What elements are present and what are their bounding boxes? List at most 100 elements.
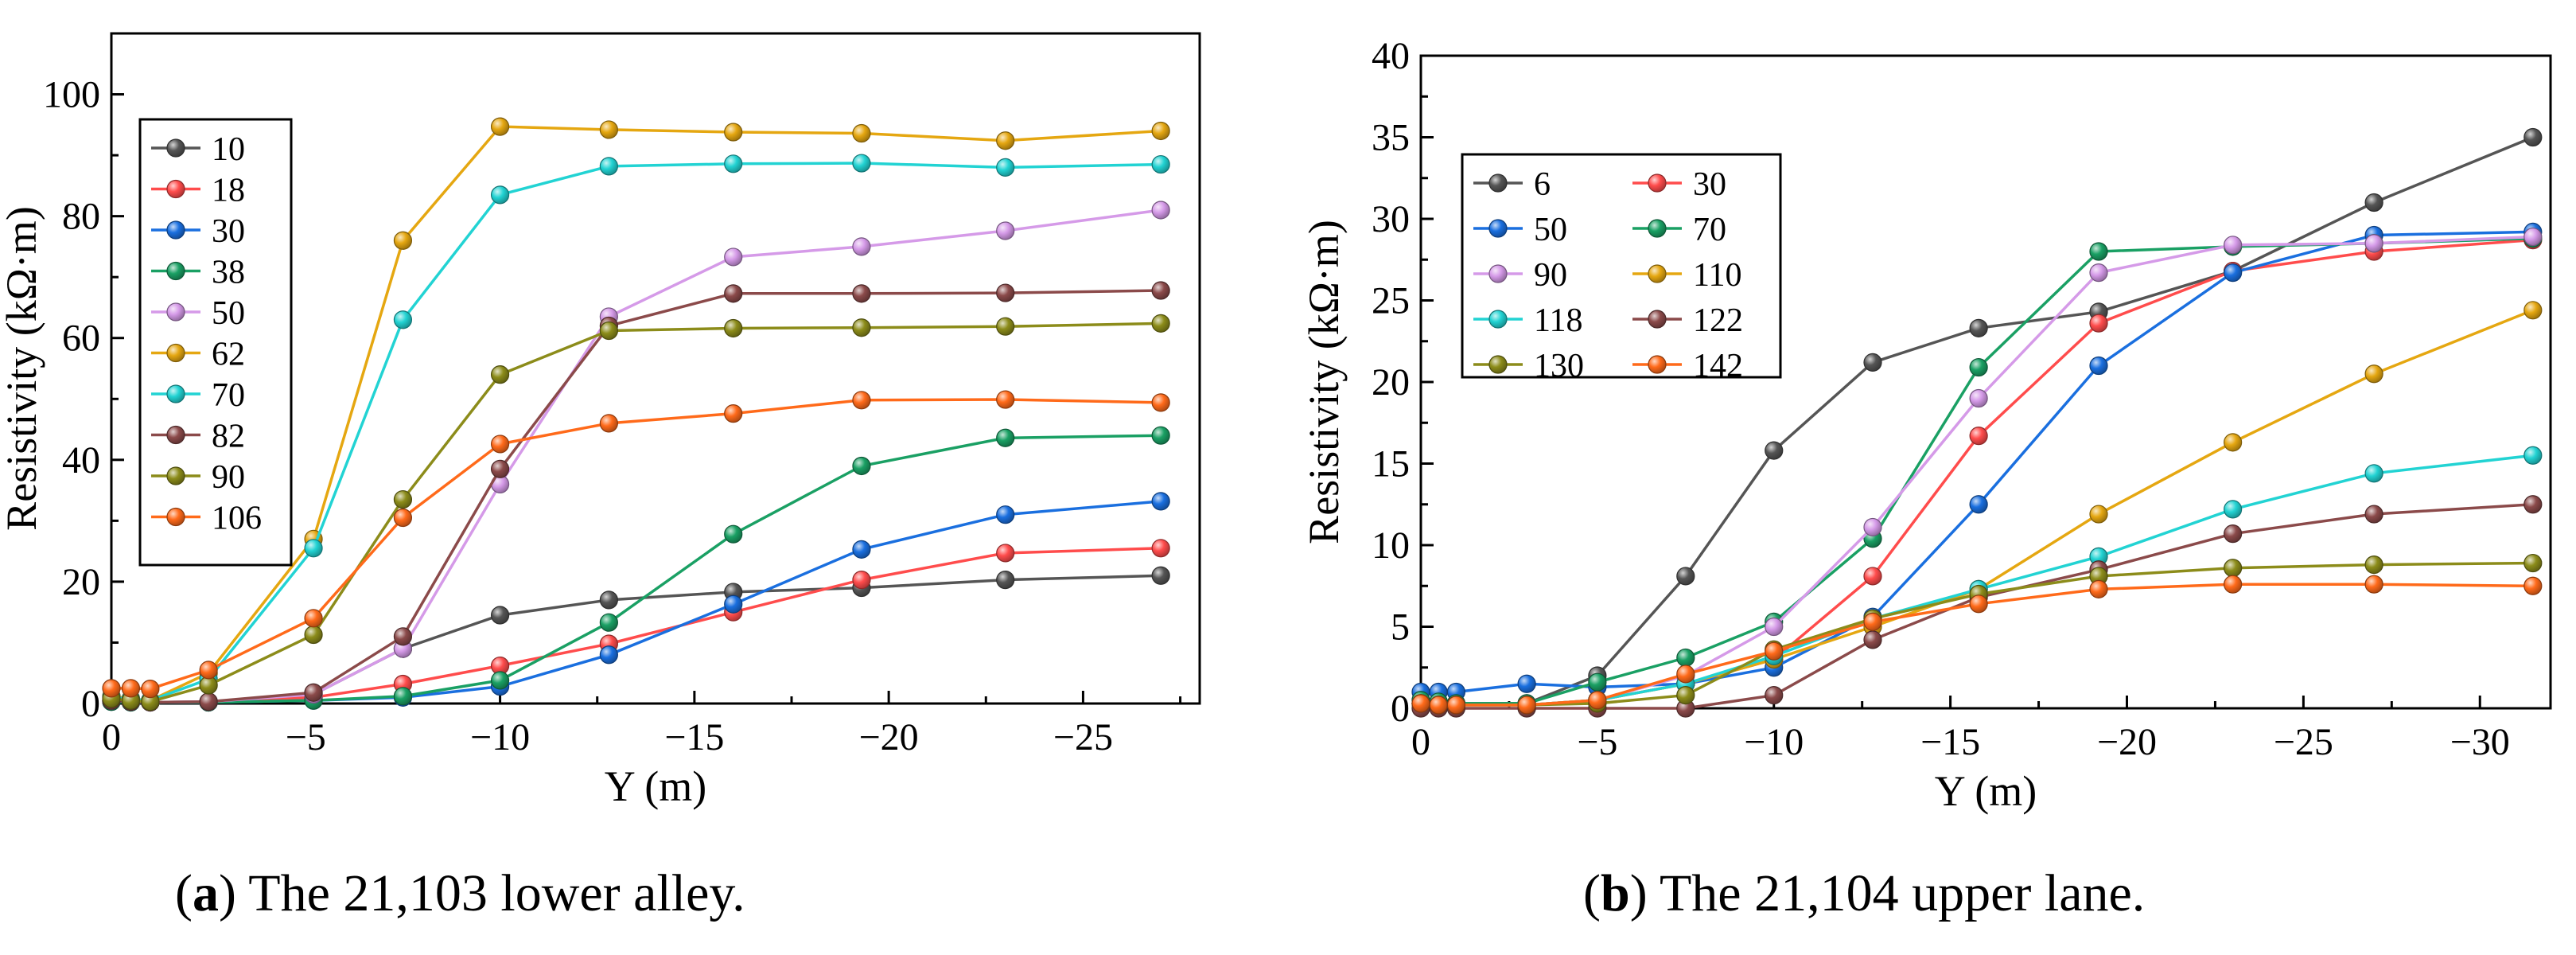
panel-b-x-tick-label: −30 <box>2450 721 2510 763</box>
panel-a-series-30-point <box>1151 492 1170 511</box>
panel-a-legend-entry-30-label: 30 <box>212 213 245 250</box>
panel-a-series-70-point <box>1151 154 1170 174</box>
caption-b-text: ) The 21,104 upper lane. <box>1629 864 2146 922</box>
panel-b-legend-entry-110-label: 110 <box>1693 257 1741 294</box>
panel-b-legend-entry-70-label: 70 <box>1693 212 1726 248</box>
panel-a-series-90-point <box>1151 314 1170 333</box>
panel-a-legend-entry-38: 38 <box>151 255 245 291</box>
panel-a-legend-entry-10-marker <box>166 138 185 158</box>
panel-a-x-axis-label: Y (m) <box>605 762 706 810</box>
panel-a-series-106 <box>102 390 1170 699</box>
panel-a-series-10-point <box>490 606 510 625</box>
panel-a-legend-entry-82-marker <box>166 425 185 445</box>
panel-b-series-70-point <box>1676 648 1695 668</box>
panel-a-legend-entry-70: 70 <box>151 377 245 414</box>
panel-a-legend-entry-70-label: 70 <box>212 377 245 414</box>
panel-b: 0 −5 −10 −15 −20 −25 −30 0 5 10 15 20 25 30 35 40 Y (m) R… <box>1300 35 2552 815</box>
panel-b-series-142-point <box>2089 579 2108 598</box>
panel-a-series-62-point <box>724 123 743 142</box>
panel-b-series-110-point <box>2224 433 2243 452</box>
panel-b-series-130-point <box>2523 553 2543 573</box>
caption-b-letter: b <box>1600 864 1630 922</box>
panel-a-y-tick-label: 60 <box>62 318 100 360</box>
panel-b-series-142-point <box>1969 594 1988 614</box>
panel-a-series-10-point <box>996 571 1015 590</box>
panel-a-series-62-point <box>852 123 871 143</box>
panel-a-series-10-point <box>599 591 618 610</box>
panel-b-series-110-point <box>2523 301 2543 320</box>
panel-b-series-6-point <box>1969 318 1988 337</box>
panel-a-legend-entry-38-label: 38 <box>212 255 245 291</box>
panel-a-series-106-point <box>599 414 618 433</box>
panel-b-series-142-point <box>1429 696 1448 715</box>
panel-b-legend-entry-30-marker <box>1648 173 1667 193</box>
panel-a-y-tick-label: 100 <box>43 74 100 116</box>
panel-a-legend-entry-50-label: 50 <box>212 295 245 332</box>
panel-a-series-106-point <box>852 391 871 410</box>
panel-a-series-18-point <box>852 571 871 590</box>
panel-b-series-122-point <box>1765 685 1784 705</box>
panel-a-series-106-point <box>393 508 413 528</box>
panel-a-legend-entry-30: 30 <box>151 213 245 250</box>
caption-a: (a) The 21,103 lower alley. <box>175 864 745 922</box>
panel-b-series-6-point <box>2364 193 2383 212</box>
panel-a-x-tick-label: −20 <box>859 716 919 758</box>
panel-a-series-82-point <box>199 692 218 711</box>
panel-a-series-106-point <box>304 609 323 628</box>
panel-b-x-tick-label: −20 <box>2097 721 2157 763</box>
panel-a-series-106-point <box>490 435 510 454</box>
panel-b-y-axis-label: Resistivity (kΩ·m) <box>1300 220 1348 544</box>
panel-a-series-50-point <box>996 221 1015 240</box>
panel-b-y-tick-label: 15 <box>1372 443 1410 485</box>
panel-a-series-70-point <box>996 158 1015 177</box>
panel-a-legend-entry-18: 18 <box>151 173 245 209</box>
panel-a-x-tick-label: −10 <box>470 716 530 758</box>
panel-b-legend-entry-30-label: 30 <box>1693 166 1726 203</box>
panel-b-legend-entry-90: 90 <box>1473 257 1567 294</box>
panel-a-legend-entry-82-label: 82 <box>212 419 245 455</box>
panel-b-x-tick-label: −10 <box>1744 721 1804 763</box>
panel-a-series-106-point <box>996 390 1015 409</box>
panel-b-series-90-point <box>1863 517 1882 537</box>
panel-a-series-70-point <box>490 185 510 205</box>
panel-b-series-142-point <box>1765 641 1784 661</box>
panel-a-x-tick-label: −15 <box>664 716 724 758</box>
panel-b-legend-entry-50-label: 50 <box>1534 212 1567 248</box>
panel-b-legend-entry-122-marker <box>1648 310 1667 329</box>
panel-a-series-106-point <box>121 679 141 698</box>
panel-a-legend-entry-50: 50 <box>151 295 245 332</box>
panel-b-legend-entry-118-label: 118 <box>1534 302 1582 339</box>
panel-a-legend-entry-30-marker <box>166 220 185 240</box>
panel-b-legend-entry-50-marker <box>1488 219 1508 238</box>
panel-a-series-38-point <box>599 613 618 632</box>
panel-a-series-106-point <box>199 661 218 680</box>
panel-a: 0 −5 −10 −15 −20 −25 0 20 40 60 80 100 Y (m) Resistiv… <box>0 32 1201 810</box>
panel-a-series-90-point <box>599 321 618 341</box>
panel-b-legend: 6 30 50 70 90 110 118 122 130 142 <box>1461 153 1782 384</box>
panel-b-legend-entry-50: 50 <box>1473 212 1567 248</box>
panel-b-legend-entry-6-marker <box>1488 173 1508 193</box>
panel-a-legend-entry-106-label: 106 <box>212 501 262 537</box>
panel-a-y-axis-label: Resistivity (kΩ·m) <box>0 206 45 531</box>
panel-b-series-142-point <box>1676 665 1695 684</box>
panel-b-legend-entry-142-marker <box>1648 355 1667 374</box>
panel-a-series-30-point <box>724 594 743 614</box>
panel-a-series-82-point <box>490 459 510 478</box>
panel-b-legend-entry-130-marker <box>1488 355 1508 374</box>
panel-a-legend-entry-70-marker <box>166 384 185 403</box>
panel-b-legend-entry-6: 6 <box>1473 166 1551 203</box>
panel-a-legend-entry-106: 106 <box>151 501 262 537</box>
panel-b-legend-entry-90-marker <box>1488 264 1508 283</box>
panel-b-series-50-point <box>2089 356 2108 376</box>
panel-b-series-130-point <box>2364 555 2383 575</box>
panel-a-series-62-point <box>996 131 1015 150</box>
panel-b-series-90-point <box>1765 617 1784 637</box>
panel-b-series-142-point <box>2523 576 2543 595</box>
panel-a-series-106-point <box>1151 393 1170 412</box>
panel-b-series-118-point <box>2364 464 2383 483</box>
panel-a-legend-entry-10-label: 10 <box>212 131 245 168</box>
panel-a-legend-entry-10: 10 <box>151 131 245 168</box>
panel-b-legend-entry-130-label: 130 <box>1534 348 1584 384</box>
panel-a-series-50-point <box>724 248 743 267</box>
